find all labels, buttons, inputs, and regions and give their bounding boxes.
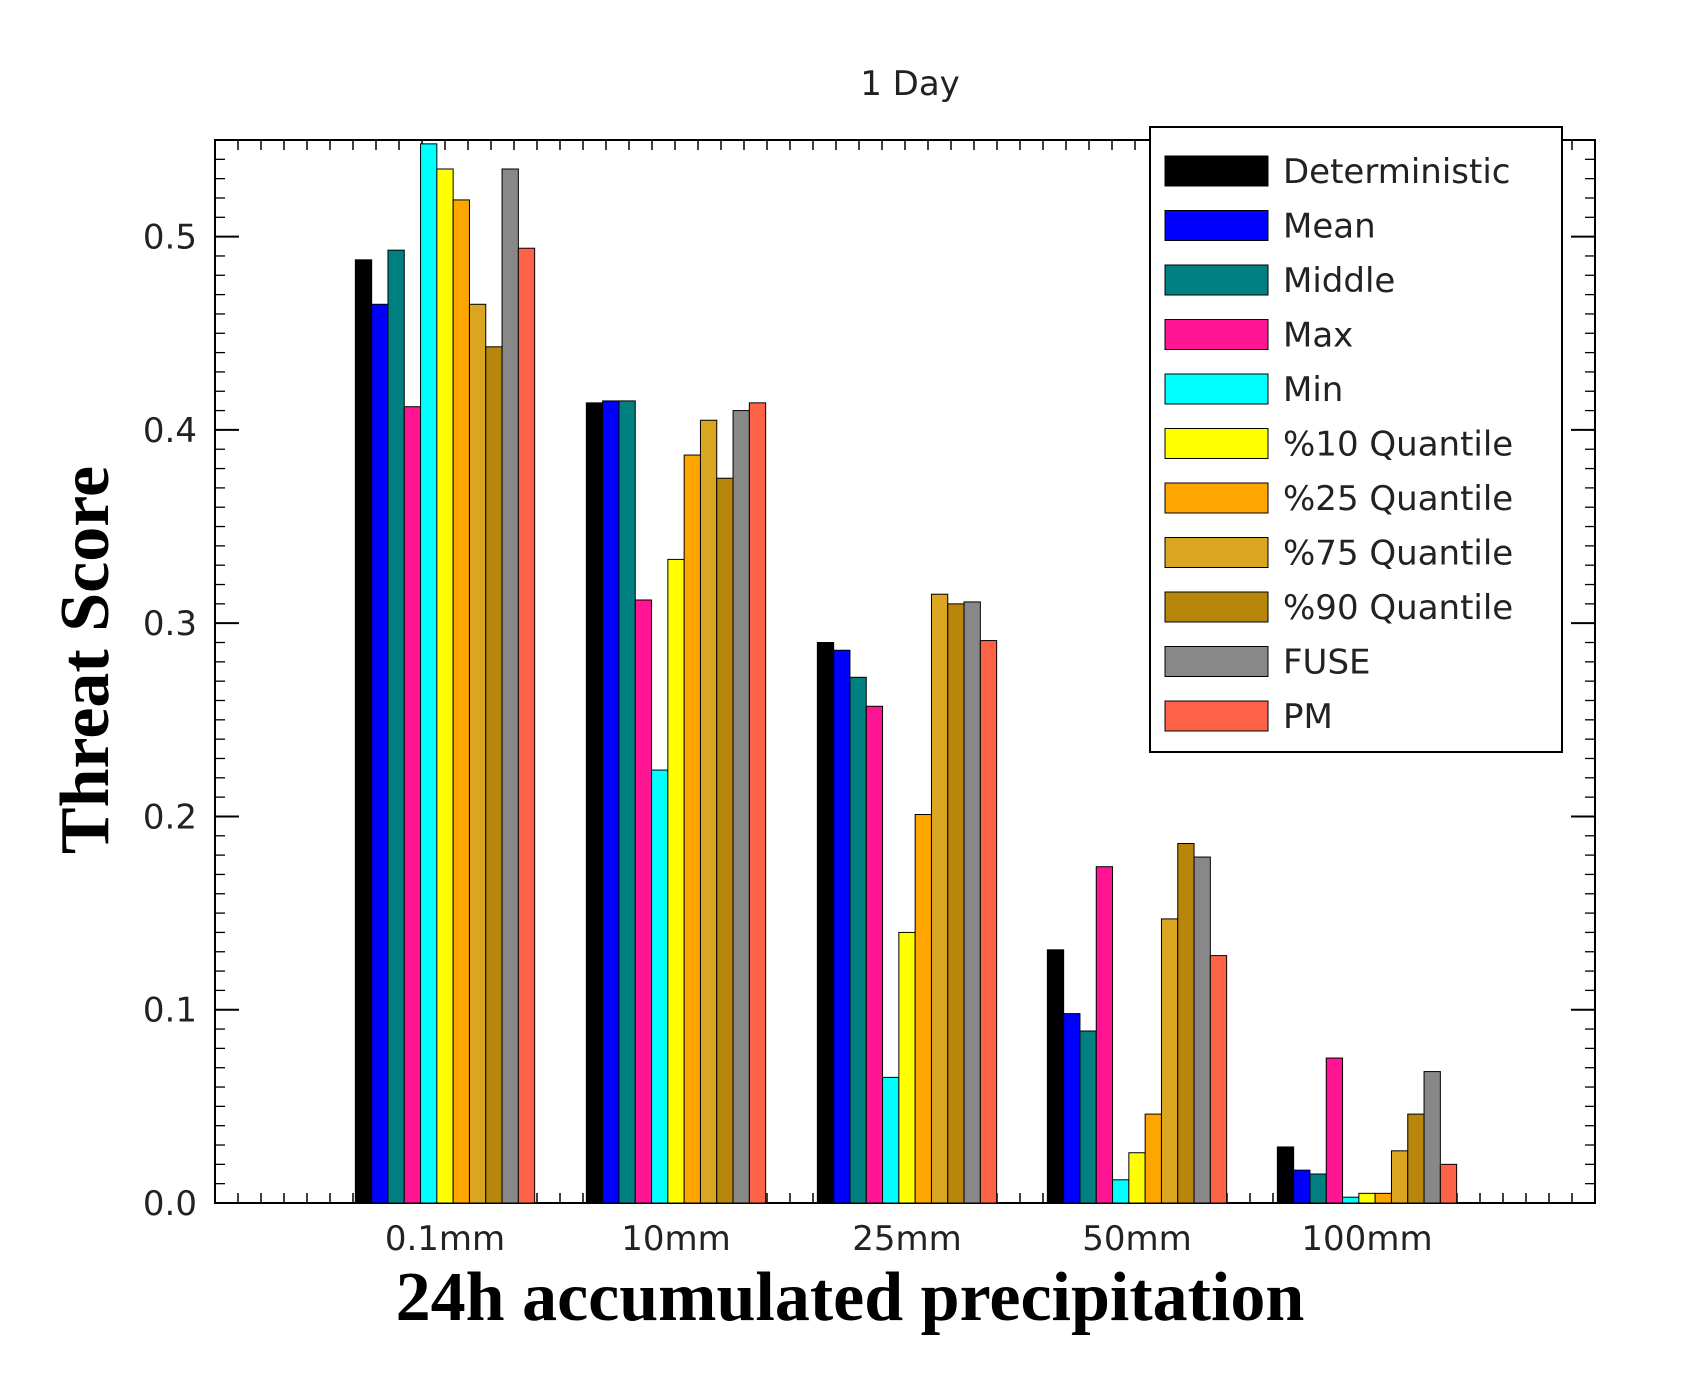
x-tick-label: 100mm xyxy=(1301,1219,1432,1259)
bar-pm-01mm xyxy=(517,247,536,1204)
legend-label: Deterministic xyxy=(1283,152,1510,192)
x-tick-label: 25mm xyxy=(852,1219,962,1259)
bar-min-100mm xyxy=(1342,1196,1360,1204)
bar-mean-100mm xyxy=(1293,1169,1311,1204)
bar--25-quantile-25mm xyxy=(914,814,932,1204)
x-axis-title: 24h accumulated precipitation xyxy=(396,1259,1305,1336)
legend-swatch xyxy=(1164,646,1269,677)
legend-swatch xyxy=(1164,700,1269,732)
bar--25-quantile-01mm xyxy=(452,199,470,1204)
legend-label: Mean xyxy=(1283,207,1376,247)
legend-swatch xyxy=(1164,537,1269,568)
bar--75-quantile-50mm xyxy=(1160,918,1179,1204)
bar-fuse-100mm xyxy=(1423,1071,1441,1204)
bar-min-10mm xyxy=(651,769,669,1204)
bar-pm-100mm xyxy=(1439,1163,1458,1204)
x-tick-label: 10mm xyxy=(621,1219,731,1259)
bar-fuse-25mm xyxy=(963,601,981,1204)
bar-deterministic-10mm xyxy=(585,402,604,1204)
bar-pm-10mm xyxy=(748,402,767,1204)
legend-label: Max xyxy=(1283,316,1353,356)
bar-mean-10mm xyxy=(602,400,620,1204)
legend-label: %75 Quantile xyxy=(1283,534,1513,574)
bar-max-25mm xyxy=(865,705,884,1204)
bar-max-100mm xyxy=(1325,1057,1344,1204)
bar-middle-25mm xyxy=(849,676,867,1204)
legend-swatch xyxy=(1164,319,1269,350)
bar-middle-100mm xyxy=(1309,1173,1327,1204)
y-tick-label: 0.1 xyxy=(143,991,197,1031)
bar-max-01mm xyxy=(403,406,422,1204)
legend-label: Min xyxy=(1283,370,1343,410)
plot-area: 0.0 0.1 0.2 0.3 0.4 0.5 0.1mm 10mm 25mm 50mm 100mm xyxy=(143,139,1596,1259)
bar--10-quantile-01mm xyxy=(436,168,454,1204)
legend-label: FUSE xyxy=(1283,643,1371,683)
bar-min-50mm xyxy=(1112,1179,1130,1204)
legend-label: %90 Quantile xyxy=(1283,588,1513,628)
bar--90-quantile-01mm xyxy=(485,346,503,1204)
bar-pm-25mm xyxy=(979,640,998,1204)
bar--90-quantile-100mm xyxy=(1407,1113,1425,1204)
y-tick-label: 0.4 xyxy=(143,411,197,451)
legend-swatch xyxy=(1164,428,1269,459)
bar-max-50mm xyxy=(1095,866,1114,1204)
legend-swatch xyxy=(1164,155,1269,187)
bar-deterministic-01mm xyxy=(354,259,373,1204)
bar--25-quantile-10mm xyxy=(683,454,701,1204)
bar-min-01mm xyxy=(420,143,438,1204)
bar-fuse-10mm xyxy=(732,410,750,1204)
y-tick-label: 0.3 xyxy=(143,604,197,644)
legend-swatch xyxy=(1164,264,1269,296)
legend-swatch xyxy=(1164,482,1269,514)
bar--10-quantile-50mm xyxy=(1128,1152,1146,1204)
bar-pm-50mm xyxy=(1209,955,1228,1204)
bar--10-quantile-10mm xyxy=(667,558,685,1204)
legend-label: PM xyxy=(1283,697,1333,737)
bar-min-25mm xyxy=(882,1076,900,1204)
bar--90-quantile-25mm xyxy=(947,603,965,1204)
bar--25-quantile-100mm xyxy=(1374,1192,1392,1204)
chart-title: 1 Day xyxy=(860,64,960,104)
bar--75-quantile-25mm xyxy=(930,593,949,1204)
bar-mean-25mm xyxy=(833,649,851,1204)
bar-middle-50mm xyxy=(1079,1030,1097,1204)
bar-deterministic-25mm xyxy=(816,642,835,1204)
bar-deterministic-100mm xyxy=(1276,1146,1295,1204)
legend-swatch xyxy=(1164,591,1269,623)
y-tick-label: 0.0 xyxy=(143,1184,197,1224)
bar-middle-10mm xyxy=(618,400,636,1204)
bar--10-quantile-25mm xyxy=(898,931,916,1204)
bar-fuse-01mm xyxy=(501,168,519,1204)
y-axis-title: Threat Score xyxy=(47,466,124,854)
legend-label: %10 Quantile xyxy=(1283,425,1513,465)
bar--10-quantile-100mm xyxy=(1358,1192,1376,1204)
legend: Deterministic Mean Middle Max Min %10 Quantil… xyxy=(1149,126,1563,753)
bar--75-quantile-100mm xyxy=(1390,1150,1409,1204)
bar--25-quantile-50mm xyxy=(1144,1113,1162,1204)
legend-label: %25 Quantile xyxy=(1283,479,1513,519)
y-tick-label: 0.5 xyxy=(143,218,197,258)
legend-swatch xyxy=(1164,373,1269,405)
bar--75-quantile-10mm xyxy=(699,419,718,1204)
x-tick-label: 50mm xyxy=(1082,1219,1192,1259)
bar--75-quantile-01mm xyxy=(468,303,487,1204)
bar-mean-01mm xyxy=(371,303,389,1204)
bar-mean-50mm xyxy=(1063,1013,1081,1204)
bar--90-quantile-10mm xyxy=(716,477,734,1204)
bar-fuse-50mm xyxy=(1193,856,1211,1204)
y-tick-label: 0.2 xyxy=(143,797,197,837)
legend-swatch xyxy=(1164,210,1269,241)
x-tick-label: 0.1mm xyxy=(385,1219,505,1259)
bar--90-quantile-50mm xyxy=(1177,843,1195,1204)
bar-middle-01mm xyxy=(387,249,405,1204)
bar-max-10mm xyxy=(634,599,653,1204)
bar-deterministic-50mm xyxy=(1046,949,1065,1204)
legend-label: Middle xyxy=(1283,261,1395,301)
